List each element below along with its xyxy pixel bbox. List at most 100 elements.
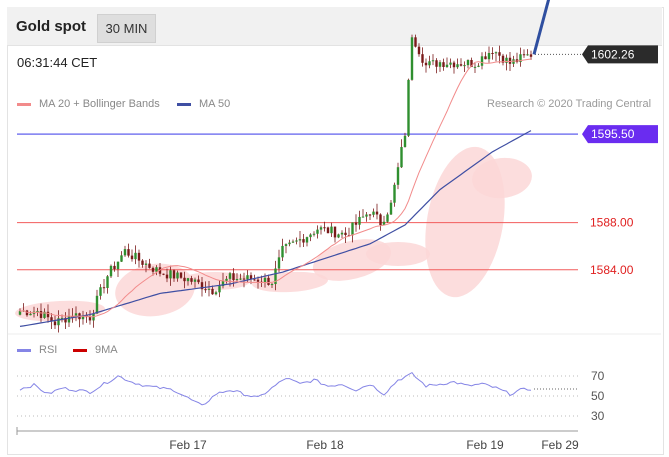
candle-body: [277, 257, 281, 269]
candle-body: [529, 54, 533, 57]
candle-body: [50, 317, 53, 322]
candle-body: [487, 52, 491, 60]
price-label-tag: [582, 125, 658, 144]
x-tick-label: Feb 18: [306, 438, 344, 452]
candle-body: [235, 279, 239, 281]
timestamp: 06:31:44 CET: [17, 55, 98, 70]
x-tick-label: Feb 29: [541, 438, 579, 452]
candle-body: [36, 311, 39, 313]
candle-body: [522, 54, 526, 56]
candle-body: [64, 317, 67, 323]
candle-body: [519, 54, 522, 63]
candle-body: [302, 239, 305, 243]
candle-body: [109, 265, 113, 277]
candle-body: [435, 60, 438, 67]
candle-body: [127, 249, 130, 256]
candle-body: [361, 216, 365, 218]
candle-body: [452, 62, 456, 68]
rsi-tick-label: 70: [591, 369, 605, 383]
candle-body: [449, 62, 452, 65]
rsi-legend-swatch: [17, 349, 31, 352]
candle-body: [46, 311, 50, 318]
candle-body: [211, 288, 214, 295]
candle-body: [372, 211, 375, 215]
candle-body: [106, 276, 109, 288]
x-tick-label: Feb 17: [169, 438, 207, 452]
candle-body: [466, 59, 470, 66]
candle-body: [344, 232, 347, 236]
candle-body: [214, 292, 218, 295]
candle-body: [225, 278, 228, 281]
candle-body: [295, 240, 298, 242]
candle-body: [267, 277, 270, 285]
candle-body: [459, 64, 463, 66]
candle-body: [29, 313, 32, 316]
candle-body: [18, 311, 22, 315]
candle-body: [190, 278, 193, 282]
candle-body: [43, 311, 46, 318]
candle-body: [232, 273, 235, 281]
price-label-tag: [582, 45, 658, 64]
candle-body: [274, 268, 277, 285]
candle-body: [88, 316, 92, 321]
candle-body: [67, 316, 71, 323]
candle-body: [484, 56, 487, 60]
candle-body: [155, 267, 158, 272]
candle-body: [228, 273, 232, 279]
candle-body: [438, 62, 442, 67]
candle-body: [113, 265, 116, 270]
candle-body: [197, 279, 200, 283]
candle-body: [501, 55, 505, 63]
candle-body: [239, 278, 242, 280]
candle-body: [74, 313, 78, 318]
rsi-tick-label: 30: [591, 409, 605, 423]
candle-body: [249, 275, 253, 280]
ma20-legend-swatch: [17, 103, 31, 106]
candle-body: [407, 79, 410, 136]
candle-body: [116, 261, 120, 270]
candle-body: [379, 214, 382, 226]
research-credit: Research © 2020 Trading Central: [487, 98, 652, 110]
candle-body: [508, 57, 512, 64]
ma50-line: [19, 130, 532, 327]
candle-body: [151, 267, 155, 272]
support-level-label: 1588.00: [590, 216, 634, 230]
candle-body: [130, 255, 134, 260]
price-label-text: 1602.26: [591, 47, 635, 61]
candle-body: [39, 311, 43, 318]
candle-body: [242, 278, 246, 280]
candle-body: [498, 52, 501, 56]
candle-body: [309, 234, 312, 238]
candle-body: [134, 252, 137, 260]
candle-body: [445, 64, 449, 67]
candle-body: [305, 237, 309, 243]
instrument-title: Gold spot: [16, 18, 86, 35]
candle-body: [176, 272, 179, 279]
candle-body: [526, 54, 529, 56]
candle-body: [316, 229, 319, 234]
candle-body: [204, 289, 207, 291]
x-tick-label: Feb 19: [466, 438, 504, 452]
candle-body: [99, 287, 102, 296]
candle-body: [53, 321, 57, 326]
timeframe-button[interactable]: 30 MIN: [97, 14, 156, 43]
candle-body: [221, 280, 225, 287]
candle-body: [183, 277, 186, 282]
rsi9ma-legend-label: 9MA: [95, 344, 118, 356]
candle-body: [102, 287, 106, 289]
rsi-legend-label: RSI: [39, 344, 58, 356]
candle-body: [330, 226, 333, 234]
candle-body: [165, 274, 169, 279]
candle-body: [494, 52, 498, 54]
candle-body: [442, 62, 445, 67]
candle-body: [393, 184, 396, 203]
candle-body: [417, 46, 421, 55]
bollinger-band-area: [252, 271, 328, 293]
rsi-tick-label: 50: [591, 389, 605, 403]
candle-body: [288, 242, 291, 245]
rsi9ma-legend-swatch: [73, 349, 87, 352]
candle-body: [358, 216, 361, 225]
projection-arrow-line: [532, 0, 551, 55]
